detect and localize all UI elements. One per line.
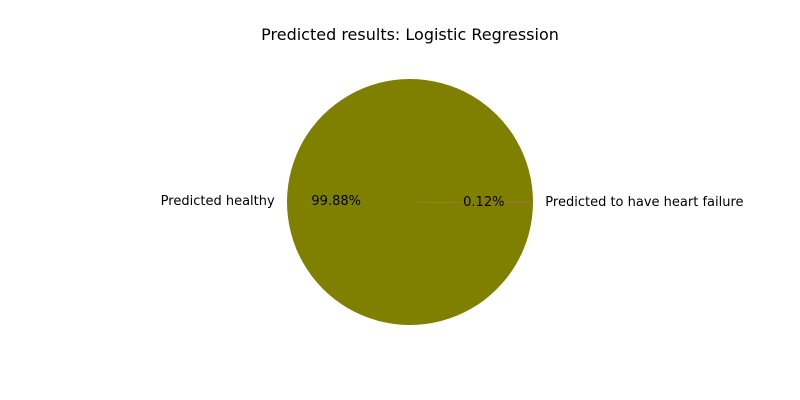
chart-title: Predicted results: Logistic Regression [261, 25, 559, 44]
slice-label-0: Predicted healthy [161, 194, 275, 209]
pie-slices [286, 79, 533, 326]
pie-labels: Predicted healthy 99.88% Predicted to have… [161, 194, 744, 210]
pie-slice-0 [286, 79, 533, 326]
slice-pct-label-0: 99.88% [311, 194, 361, 209]
slice-label-1: Predicted to have heart failure [545, 195, 743, 210]
pie-slice-1 [410, 202, 533, 203]
slice-pct-label-1: 0.12% [463, 195, 504, 210]
